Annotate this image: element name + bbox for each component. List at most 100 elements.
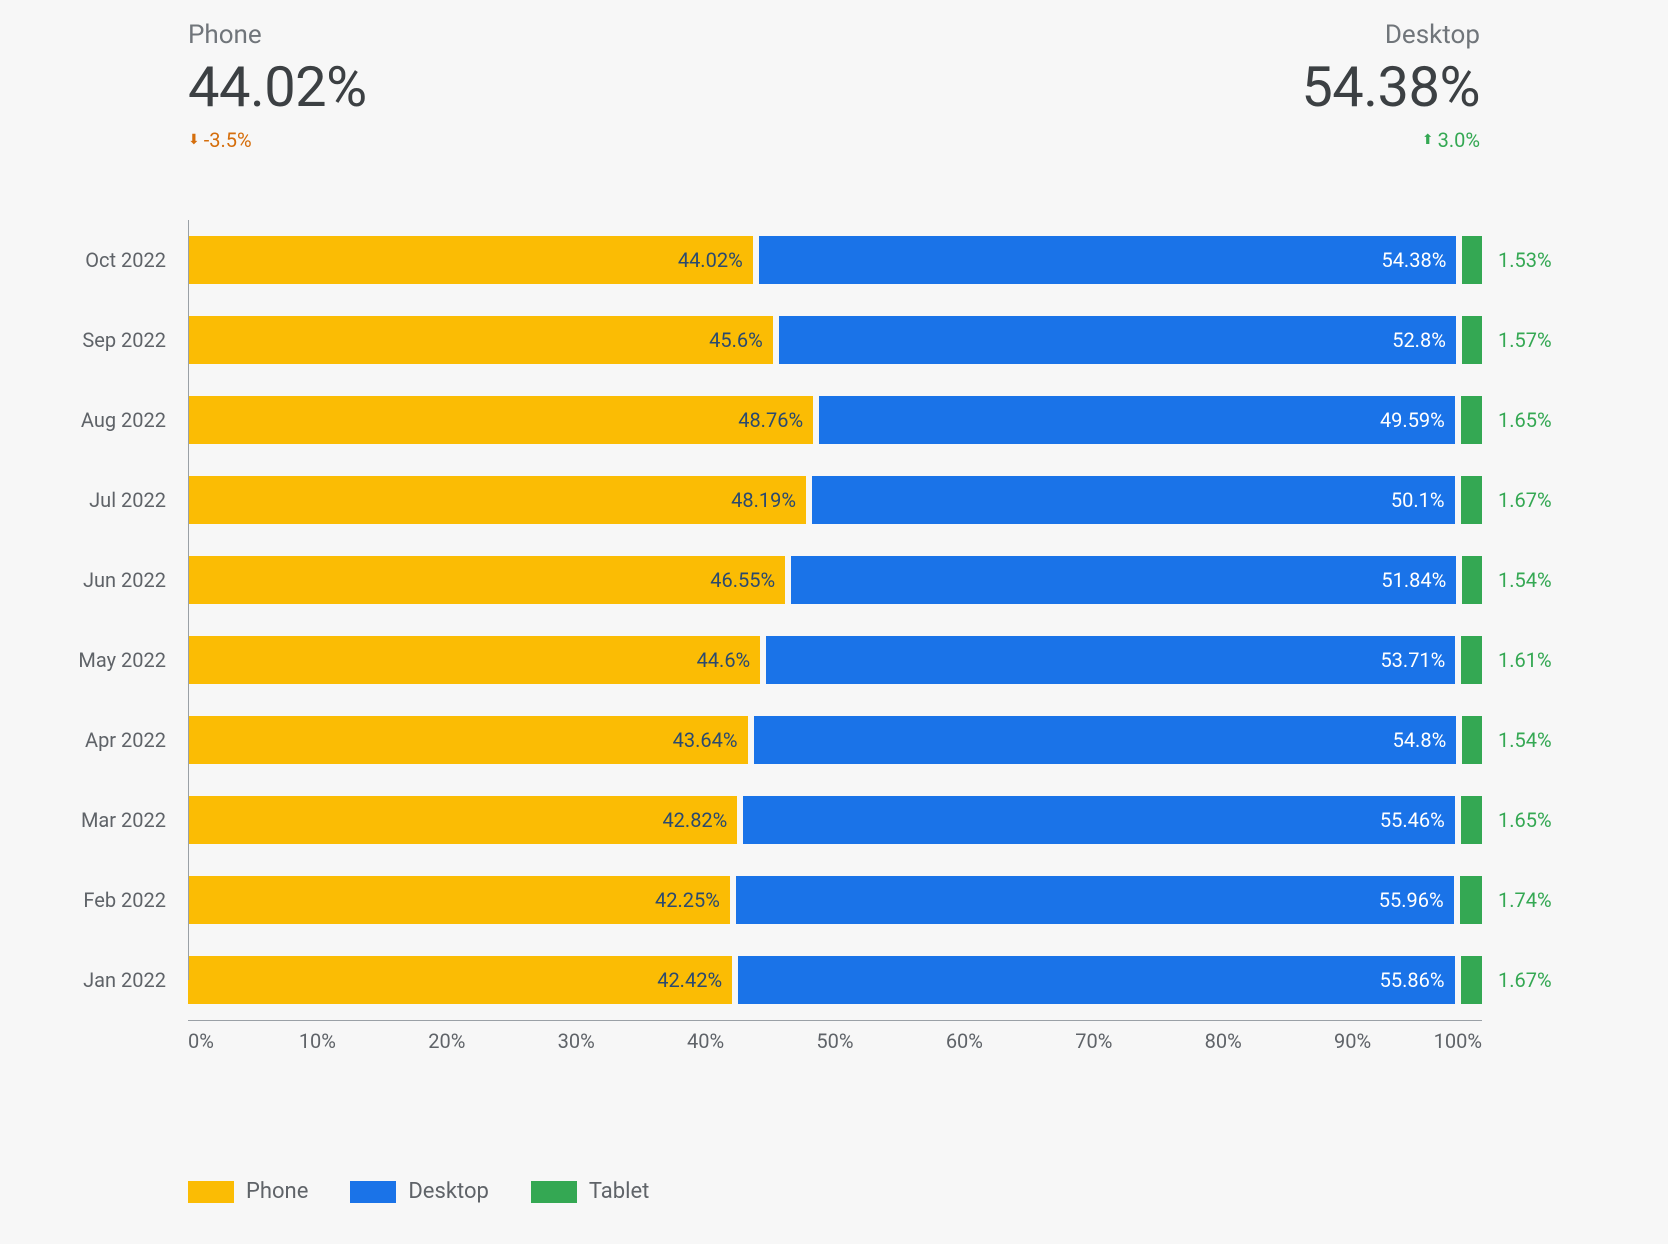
bar-segment-tablet bbox=[1462, 716, 1482, 764]
legend-item: Phone bbox=[188, 1179, 308, 1204]
kpi-phone-delta: ⬇ -3.5% bbox=[188, 128, 367, 152]
bar-segment-desktop: 51.84% bbox=[791, 556, 1456, 604]
bar-segment-tablet bbox=[1462, 236, 1482, 284]
kpi-desktop: Desktop 54.38% ⬆ 3.0% bbox=[1301, 20, 1480, 152]
x-tick: 20% bbox=[428, 1029, 465, 1053]
tablet-value-label: 1.67% bbox=[1482, 488, 1582, 512]
bar-segment-phone: 42.42% bbox=[188, 956, 732, 1004]
chart-container: Phone 44.02% ⬇ -3.5% Desktop 54.38% ⬆ 3.… bbox=[0, 0, 1668, 1244]
bar-segment-tablet bbox=[1461, 636, 1482, 684]
kpi-desktop-label: Desktop bbox=[1385, 20, 1480, 51]
kpi-desktop-value: 54.38% bbox=[1301, 55, 1480, 119]
bar-segment-desktop: 50.1% bbox=[812, 476, 1455, 524]
x-axis: 0%10%20%30%40%50%60%70%80%90%100% bbox=[188, 1020, 1482, 1060]
bar-track: 48.19%50.1% bbox=[188, 476, 1482, 524]
x-tick: 40% bbox=[687, 1029, 724, 1053]
chart-row: Jul 202248.19%50.1%1.67% bbox=[0, 460, 1668, 540]
row-label: Jun 2022 bbox=[0, 568, 188, 592]
tablet-value-label: 1.61% bbox=[1482, 648, 1582, 672]
bar-track: 42.42%55.86% bbox=[188, 956, 1482, 1004]
bar-segment-phone: 44.02% bbox=[188, 236, 753, 284]
bar-track: 44.6%53.71% bbox=[188, 636, 1482, 684]
bar-segment-desktop: 55.96% bbox=[736, 876, 1454, 924]
tablet-value-label: 1.57% bbox=[1482, 328, 1582, 352]
x-tick: 70% bbox=[1075, 1029, 1112, 1053]
chart-rows: Oct 202244.02%54.38%1.53%Sep 202245.6%52… bbox=[0, 220, 1668, 1020]
tablet-value-label: 1.67% bbox=[1482, 968, 1582, 992]
x-tick: 60% bbox=[946, 1029, 983, 1053]
bar-segment-desktop: 54.38% bbox=[759, 236, 1457, 284]
chart-row: Oct 202244.02%54.38%1.53% bbox=[0, 220, 1668, 300]
bar-segment-phone: 43.64% bbox=[188, 716, 748, 764]
kpi-phone-value: 44.02% bbox=[188, 55, 367, 119]
bar-track: 42.25%55.96% bbox=[188, 876, 1482, 924]
bar-segment-phone: 46.55% bbox=[188, 556, 785, 604]
chart-row: Feb 202242.25%55.96%1.74% bbox=[0, 860, 1668, 940]
tablet-value-label: 1.74% bbox=[1482, 888, 1582, 912]
x-tick: 100% bbox=[1434, 1029, 1482, 1053]
kpi-row: Phone 44.02% ⬇ -3.5% Desktop 54.38% ⬆ 3.… bbox=[0, 0, 1668, 152]
legend-swatch bbox=[531, 1181, 577, 1203]
arrow-down-icon: ⬇ bbox=[188, 133, 200, 147]
row-label: Oct 2022 bbox=[0, 248, 188, 272]
legend-item: Tablet bbox=[531, 1179, 649, 1204]
bar-segment-desktop: 49.59% bbox=[819, 396, 1455, 444]
row-label: Aug 2022 bbox=[0, 408, 188, 432]
legend-swatch bbox=[188, 1181, 234, 1203]
legend-swatch bbox=[350, 1181, 396, 1203]
row-label: Sep 2022 bbox=[0, 328, 188, 352]
kpi-desktop-delta: ⬆ 3.0% bbox=[1422, 128, 1480, 152]
bar-segment-tablet bbox=[1462, 316, 1482, 364]
chart-row: Aug 202248.76%49.59%1.65% bbox=[0, 380, 1668, 460]
bar-track: 43.64%54.8% bbox=[188, 716, 1482, 764]
chart-row: Jan 202242.42%55.86%1.67% bbox=[0, 940, 1668, 1020]
chart-row: Mar 202242.82%55.46%1.65% bbox=[0, 780, 1668, 860]
bar-segment-desktop: 53.71% bbox=[766, 636, 1455, 684]
legend-label: Tablet bbox=[589, 1179, 649, 1204]
chart-row: May 202244.6%53.71%1.61% bbox=[0, 620, 1668, 700]
kpi-phone-delta-text: -3.5% bbox=[204, 128, 252, 152]
tablet-value-label: 1.65% bbox=[1482, 808, 1582, 832]
bar-segment-tablet bbox=[1461, 476, 1482, 524]
chart-row: Apr 202243.64%54.8%1.54% bbox=[0, 700, 1668, 780]
bar-segment-tablet bbox=[1462, 556, 1482, 604]
tablet-value-label: 1.65% bbox=[1482, 408, 1582, 432]
x-tick: 90% bbox=[1334, 1029, 1371, 1053]
bar-track: 48.76%49.59% bbox=[188, 396, 1482, 444]
bar-track: 46.55%51.84% bbox=[188, 556, 1482, 604]
chart-row: Sep 202245.6%52.8%1.57% bbox=[0, 300, 1668, 380]
bar-track: 44.02%54.38% bbox=[188, 236, 1482, 284]
row-label: Mar 2022 bbox=[0, 808, 188, 832]
bar-segment-tablet bbox=[1460, 876, 1482, 924]
row-label: Jul 2022 bbox=[0, 488, 188, 512]
row-label: Feb 2022 bbox=[0, 888, 188, 912]
bar-track: 42.82%55.46% bbox=[188, 796, 1482, 844]
kpi-phone: Phone 44.02% ⬇ -3.5% bbox=[188, 20, 367, 152]
legend-label: Desktop bbox=[408, 1179, 489, 1204]
chart: Oct 202244.02%54.38%1.53%Sep 202245.6%52… bbox=[0, 220, 1668, 1060]
bar-segment-phone: 45.6% bbox=[188, 316, 773, 364]
legend-item: Desktop bbox=[350, 1179, 489, 1204]
x-tick: 80% bbox=[1205, 1029, 1242, 1053]
bar-track: 45.6%52.8% bbox=[188, 316, 1482, 364]
bar-segment-phone: 48.19% bbox=[188, 476, 806, 524]
bar-segment-phone: 48.76% bbox=[188, 396, 813, 444]
bar-segment-phone: 42.82% bbox=[188, 796, 737, 844]
x-tick: 50% bbox=[816, 1029, 853, 1053]
bar-segment-phone: 44.6% bbox=[188, 636, 760, 684]
y-axis-line bbox=[188, 220, 189, 980]
bar-segment-desktop: 55.46% bbox=[743, 796, 1454, 844]
row-label: Apr 2022 bbox=[0, 728, 188, 752]
row-label: Jan 2022 bbox=[0, 968, 188, 992]
x-tick: 30% bbox=[558, 1029, 595, 1053]
tablet-value-label: 1.54% bbox=[1482, 728, 1582, 752]
row-label: May 2022 bbox=[0, 648, 188, 672]
arrow-up-icon: ⬆ bbox=[1422, 133, 1434, 147]
bar-segment-desktop: 54.8% bbox=[754, 716, 1457, 764]
bar-segment-phone: 42.25% bbox=[188, 876, 730, 924]
tablet-value-label: 1.54% bbox=[1482, 568, 1582, 592]
bar-segment-tablet bbox=[1461, 956, 1482, 1004]
bar-segment-tablet bbox=[1461, 796, 1482, 844]
kpi-desktop-delta-text: 3.0% bbox=[1438, 128, 1480, 152]
x-tick: 10% bbox=[299, 1029, 336, 1053]
